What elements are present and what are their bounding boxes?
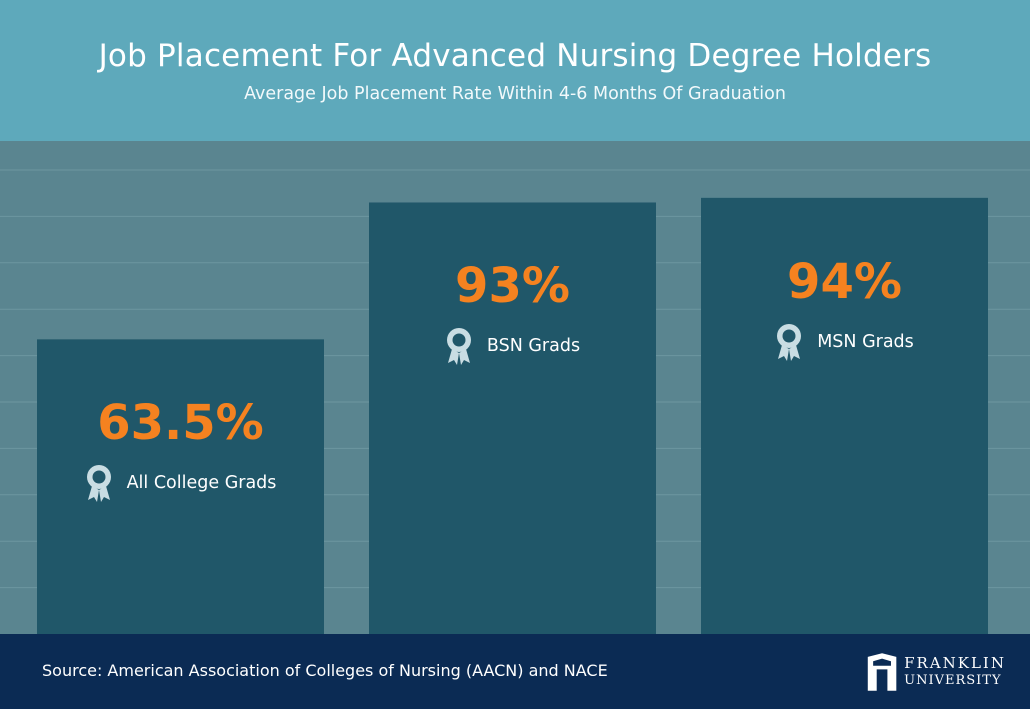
bar-value-label: 63.5% <box>97 395 264 452</box>
bar-category-text: BSN Grads <box>486 336 581 357</box>
footer: Source: American Association of Colleges… <box>0 634 1030 709</box>
chart-area: 63.5% All College Grads 93% BSN Grads 94% MSN… <box>0 141 1030 634</box>
bar-category-text: All College Grads <box>126 473 277 494</box>
bar-value-label: 93% <box>455 258 570 315</box>
award-ribbon-icon <box>86 465 111 503</box>
chart-title: Job Placement For Advanced Nursing Degre… <box>98 38 932 74</box>
logo-text-franklin: FRANKLIN <box>904 654 1006 672</box>
bar-category-text: MSN Grads <box>817 331 914 352</box>
bar-msn-grads <box>701 197 988 634</box>
chart-plot <box>0 169 1030 634</box>
logo-text-university: UNIVERSITY <box>904 673 1002 688</box>
franklin-logo: FRANKLIN UNIVERSITY <box>866 650 1006 694</box>
bar-all-college-grads <box>37 339 324 634</box>
bar-value-label: 94% <box>787 253 902 310</box>
franklin-shield-icon <box>867 653 897 691</box>
bar-category-label: BSN Grads <box>369 326 656 366</box>
award-ribbon-icon <box>777 323 802 361</box>
chart-subtitle: Average Job Placement Rate Within 4-6 Mo… <box>244 84 786 104</box>
bar-category-label: All College Grads <box>37 463 324 503</box>
bar-bsn-grads <box>369 202 656 634</box>
header: Job Placement For Advanced Nursing Degre… <box>0 0 1030 141</box>
bar-category-label: MSN Grads <box>701 322 988 362</box>
award-ribbon-icon <box>446 328 471 366</box>
source-note: Source: American Association of Colleges… <box>42 661 608 680</box>
